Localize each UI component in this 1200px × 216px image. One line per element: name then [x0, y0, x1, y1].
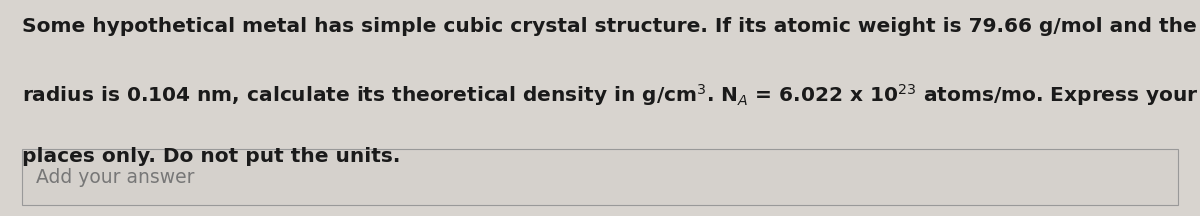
FancyBboxPatch shape — [22, 149, 1178, 205]
Text: radius is 0.104 nm, calculate its theoretical density in g/cm$^{3}$. N$_{A}$ = 6: radius is 0.104 nm, calculate its theore… — [22, 82, 1200, 108]
Text: Some hypothetical metal has simple cubic crystal structure. If its atomic weight: Some hypothetical metal has simple cubic… — [22, 17, 1200, 36]
Text: Add your answer: Add your answer — [36, 168, 194, 187]
Text: places only. Do not put the units.: places only. Do not put the units. — [22, 147, 400, 166]
